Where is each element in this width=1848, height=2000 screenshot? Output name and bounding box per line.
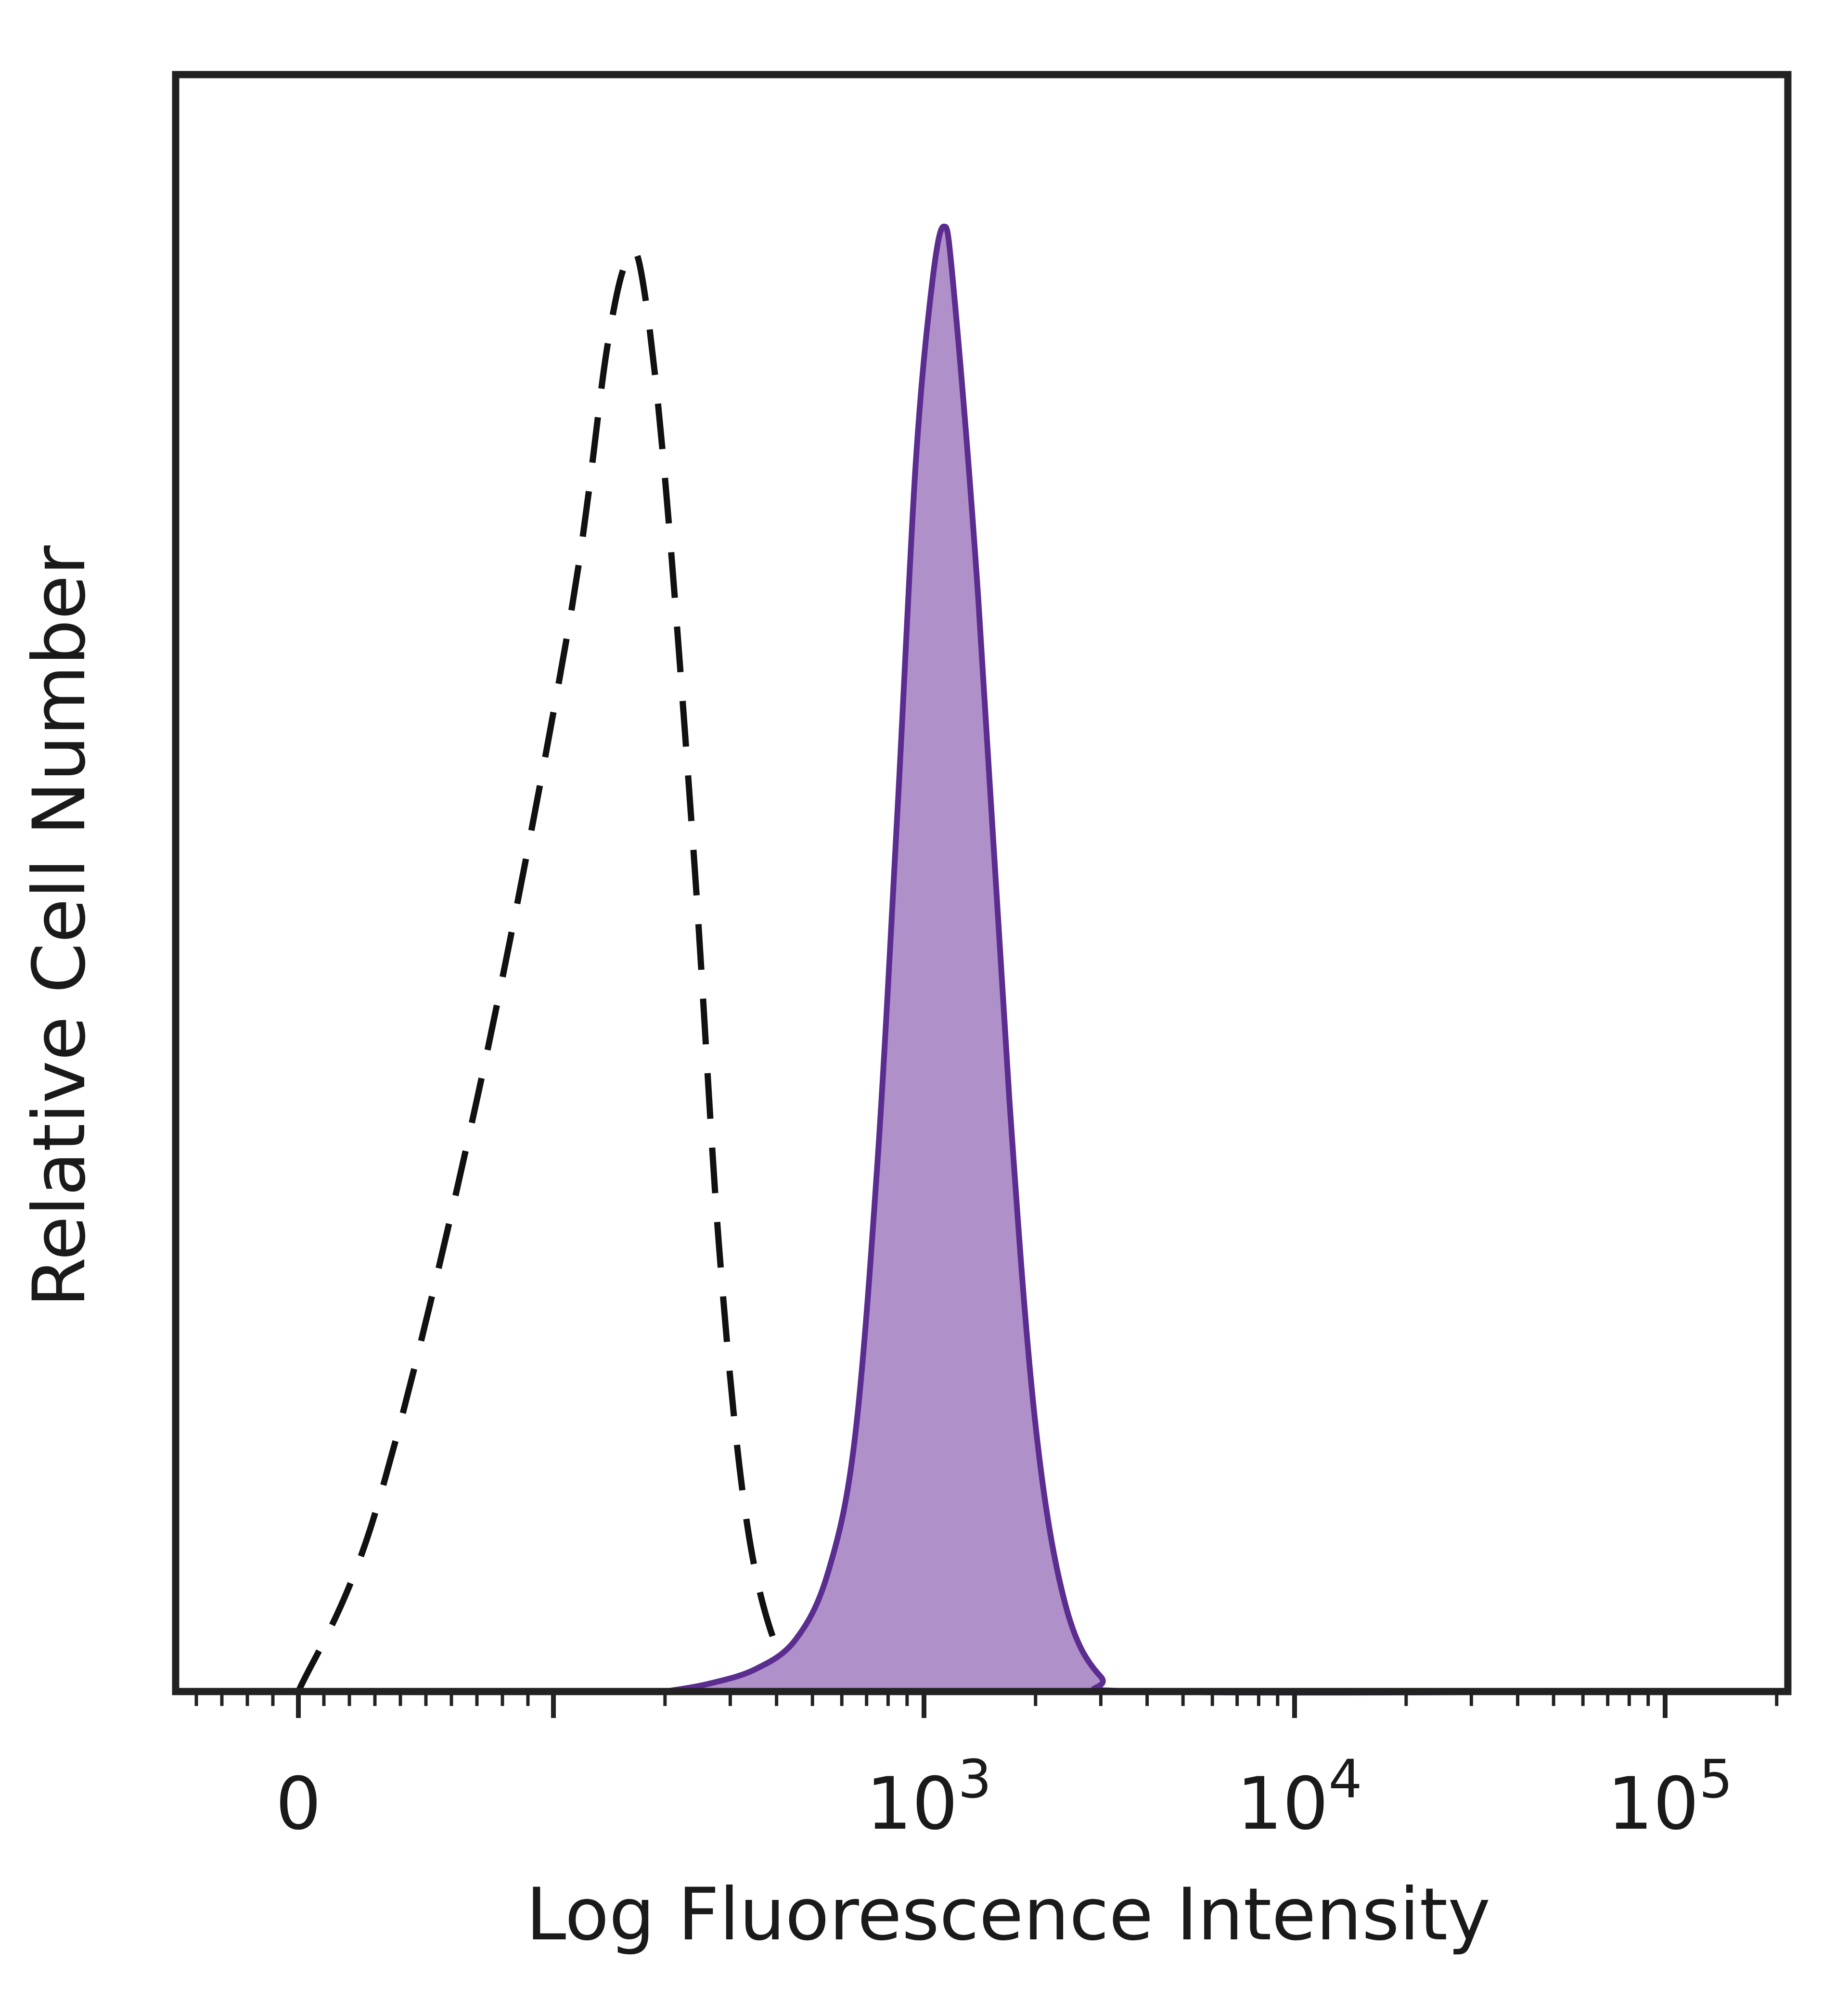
y-axis-label: Relative Cell Number: [18, 545, 102, 1308]
stained-histogram-line: [664, 223, 1666, 1696]
series-layer: [295, 223, 1666, 1696]
x-tick-labels: 0 103 104 105: [275, 1748, 1732, 1846]
x-axis-ticks: [194, 1692, 1779, 1718]
x-tick-label: 0: [275, 1762, 321, 1846]
x-axis-label: Log Fluorescence Intensity: [526, 1873, 1490, 1957]
x-tick-label: 103: [866, 1748, 992, 1846]
control-histogram-line: [295, 248, 815, 1694]
stained-histogram-fill: [665, 226, 1665, 1693]
x-tick-label: 104: [1237, 1748, 1362, 1846]
x-tick-label: 105: [1607, 1748, 1733, 1846]
plot-frame: [172, 71, 1792, 1695]
